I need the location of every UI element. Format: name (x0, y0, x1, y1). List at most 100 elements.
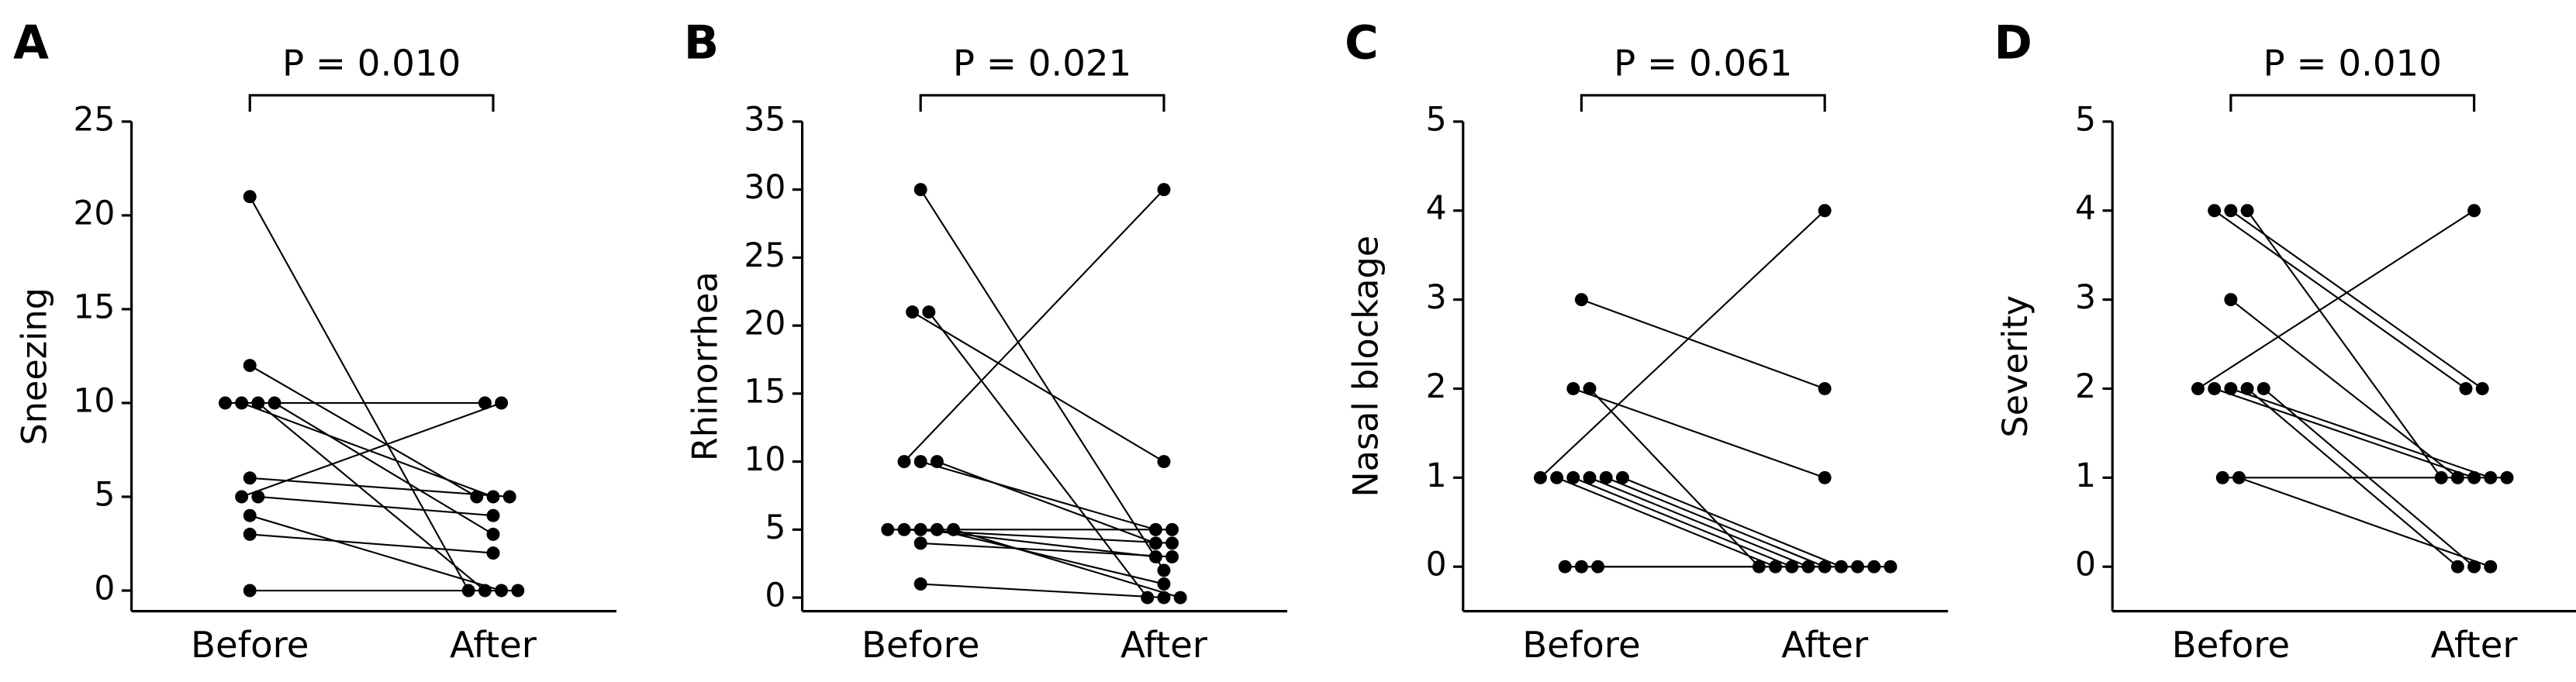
data-point (1148, 549, 1162, 563)
data-point (1867, 560, 1881, 574)
data-point (1141, 591, 1155, 604)
data-point (2208, 204, 2222, 218)
x-tick-label: After (2431, 624, 2519, 666)
panel-letter: A (13, 16, 49, 69)
pair-line (1573, 477, 1793, 568)
data-point (1818, 470, 1832, 484)
pair-line (1589, 477, 1809, 568)
pair-line (920, 460, 1156, 531)
panel: A Sneezing 0 5 10 15 20 25 Before After P = 0.010 (13, 16, 616, 666)
data-point (218, 396, 232, 410)
data-point (486, 527, 500, 541)
pair-line (927, 311, 1148, 598)
data-point (947, 522, 961, 536)
data-point (2434, 470, 2448, 484)
bracket (2229, 94, 2476, 112)
data-point (2467, 470, 2481, 484)
y-tick-label: 5 (1426, 100, 1447, 138)
data-point (1550, 470, 1564, 484)
y-tick-label: 0 (1426, 546, 1447, 584)
pair-line (920, 583, 1165, 599)
pair-line (937, 529, 1165, 585)
y-tick-label: 15 (744, 372, 786, 410)
data-point (2500, 470, 2514, 484)
data-point (1566, 470, 1580, 484)
pair-line (920, 542, 1172, 558)
bracket (919, 94, 1165, 112)
data-point (1583, 381, 1597, 395)
pair-line (2214, 388, 2474, 479)
data-point (243, 471, 257, 485)
y-tick-label: 0 (765, 577, 786, 615)
data-point (1157, 591, 1171, 604)
data-point (1785, 560, 1799, 574)
pair-line (257, 495, 494, 517)
y-axis-label: Rhinorrhea (685, 271, 725, 461)
pair-line (1539, 209, 1825, 479)
y-tick-label: 20 (744, 305, 786, 343)
pair-line (2246, 210, 2443, 478)
pair-line (920, 529, 1156, 558)
y-tick-label: 25 (744, 236, 786, 274)
data-point (2475, 381, 2489, 395)
data-point (1157, 577, 1171, 591)
y-tick-label: 4 (1426, 189, 1447, 227)
y-tick-label: 20 (73, 194, 115, 232)
pair-line (257, 402, 486, 591)
y-tick-label: 1 (1426, 456, 1447, 494)
data-point (1884, 560, 1897, 574)
data-point (470, 490, 484, 504)
y-tick-label: 10 (73, 381, 115, 419)
data-point (1851, 560, 1865, 574)
data-point (486, 490, 500, 504)
pair-line (912, 311, 1165, 463)
data-point (2467, 560, 2481, 574)
data-point (897, 522, 911, 536)
panel-letter: C (1345, 16, 1379, 69)
x-tick-label: Before (2172, 624, 2290, 666)
y-tick-label: 3 (2075, 278, 2096, 316)
data-point (1615, 470, 1629, 484)
pair-line (1556, 477, 1776, 568)
x-tick-label: After (1781, 624, 1869, 666)
data-point (1801, 560, 1815, 574)
data-point (495, 584, 509, 598)
data-point (913, 183, 927, 197)
data-point (1769, 560, 1783, 574)
y-tick-label: 5 (2075, 100, 2096, 138)
data-point (2484, 470, 2498, 484)
y-tick-label: 35 (744, 100, 786, 138)
data-point (486, 508, 500, 522)
data-point (511, 584, 525, 598)
data-point (478, 396, 492, 410)
panel: B Rhinorrhea 0 5 10 15 20 25 30 35 Before After P = … (684, 16, 1287, 666)
x-tick-label: After (450, 624, 537, 666)
pair-line (2230, 298, 2459, 479)
pair-line (274, 402, 494, 536)
data-point (2484, 560, 2498, 574)
pair-line (1605, 477, 1825, 568)
data-point (1165, 536, 1179, 550)
data-point (1599, 470, 1613, 484)
panel-letter: D (1994, 16, 2032, 69)
data-point (930, 522, 944, 536)
pair-line (2239, 477, 2491, 568)
data-point (913, 536, 927, 550)
pair-line (249, 196, 470, 591)
pair-line (920, 189, 1165, 571)
pair-line (903, 188, 1165, 463)
data-point (251, 396, 265, 410)
data-point (2215, 470, 2229, 484)
p-value-annotation: P = 0.061 (1614, 42, 1792, 84)
y-tick-label: 5 (94, 475, 115, 513)
data-point (235, 490, 249, 504)
data-point (243, 508, 257, 522)
y-tick-label: 0 (94, 570, 115, 608)
data-point (1574, 293, 1588, 307)
data-point (251, 490, 265, 504)
y-tick-label: 25 (73, 100, 115, 138)
data-point (1173, 591, 1187, 604)
